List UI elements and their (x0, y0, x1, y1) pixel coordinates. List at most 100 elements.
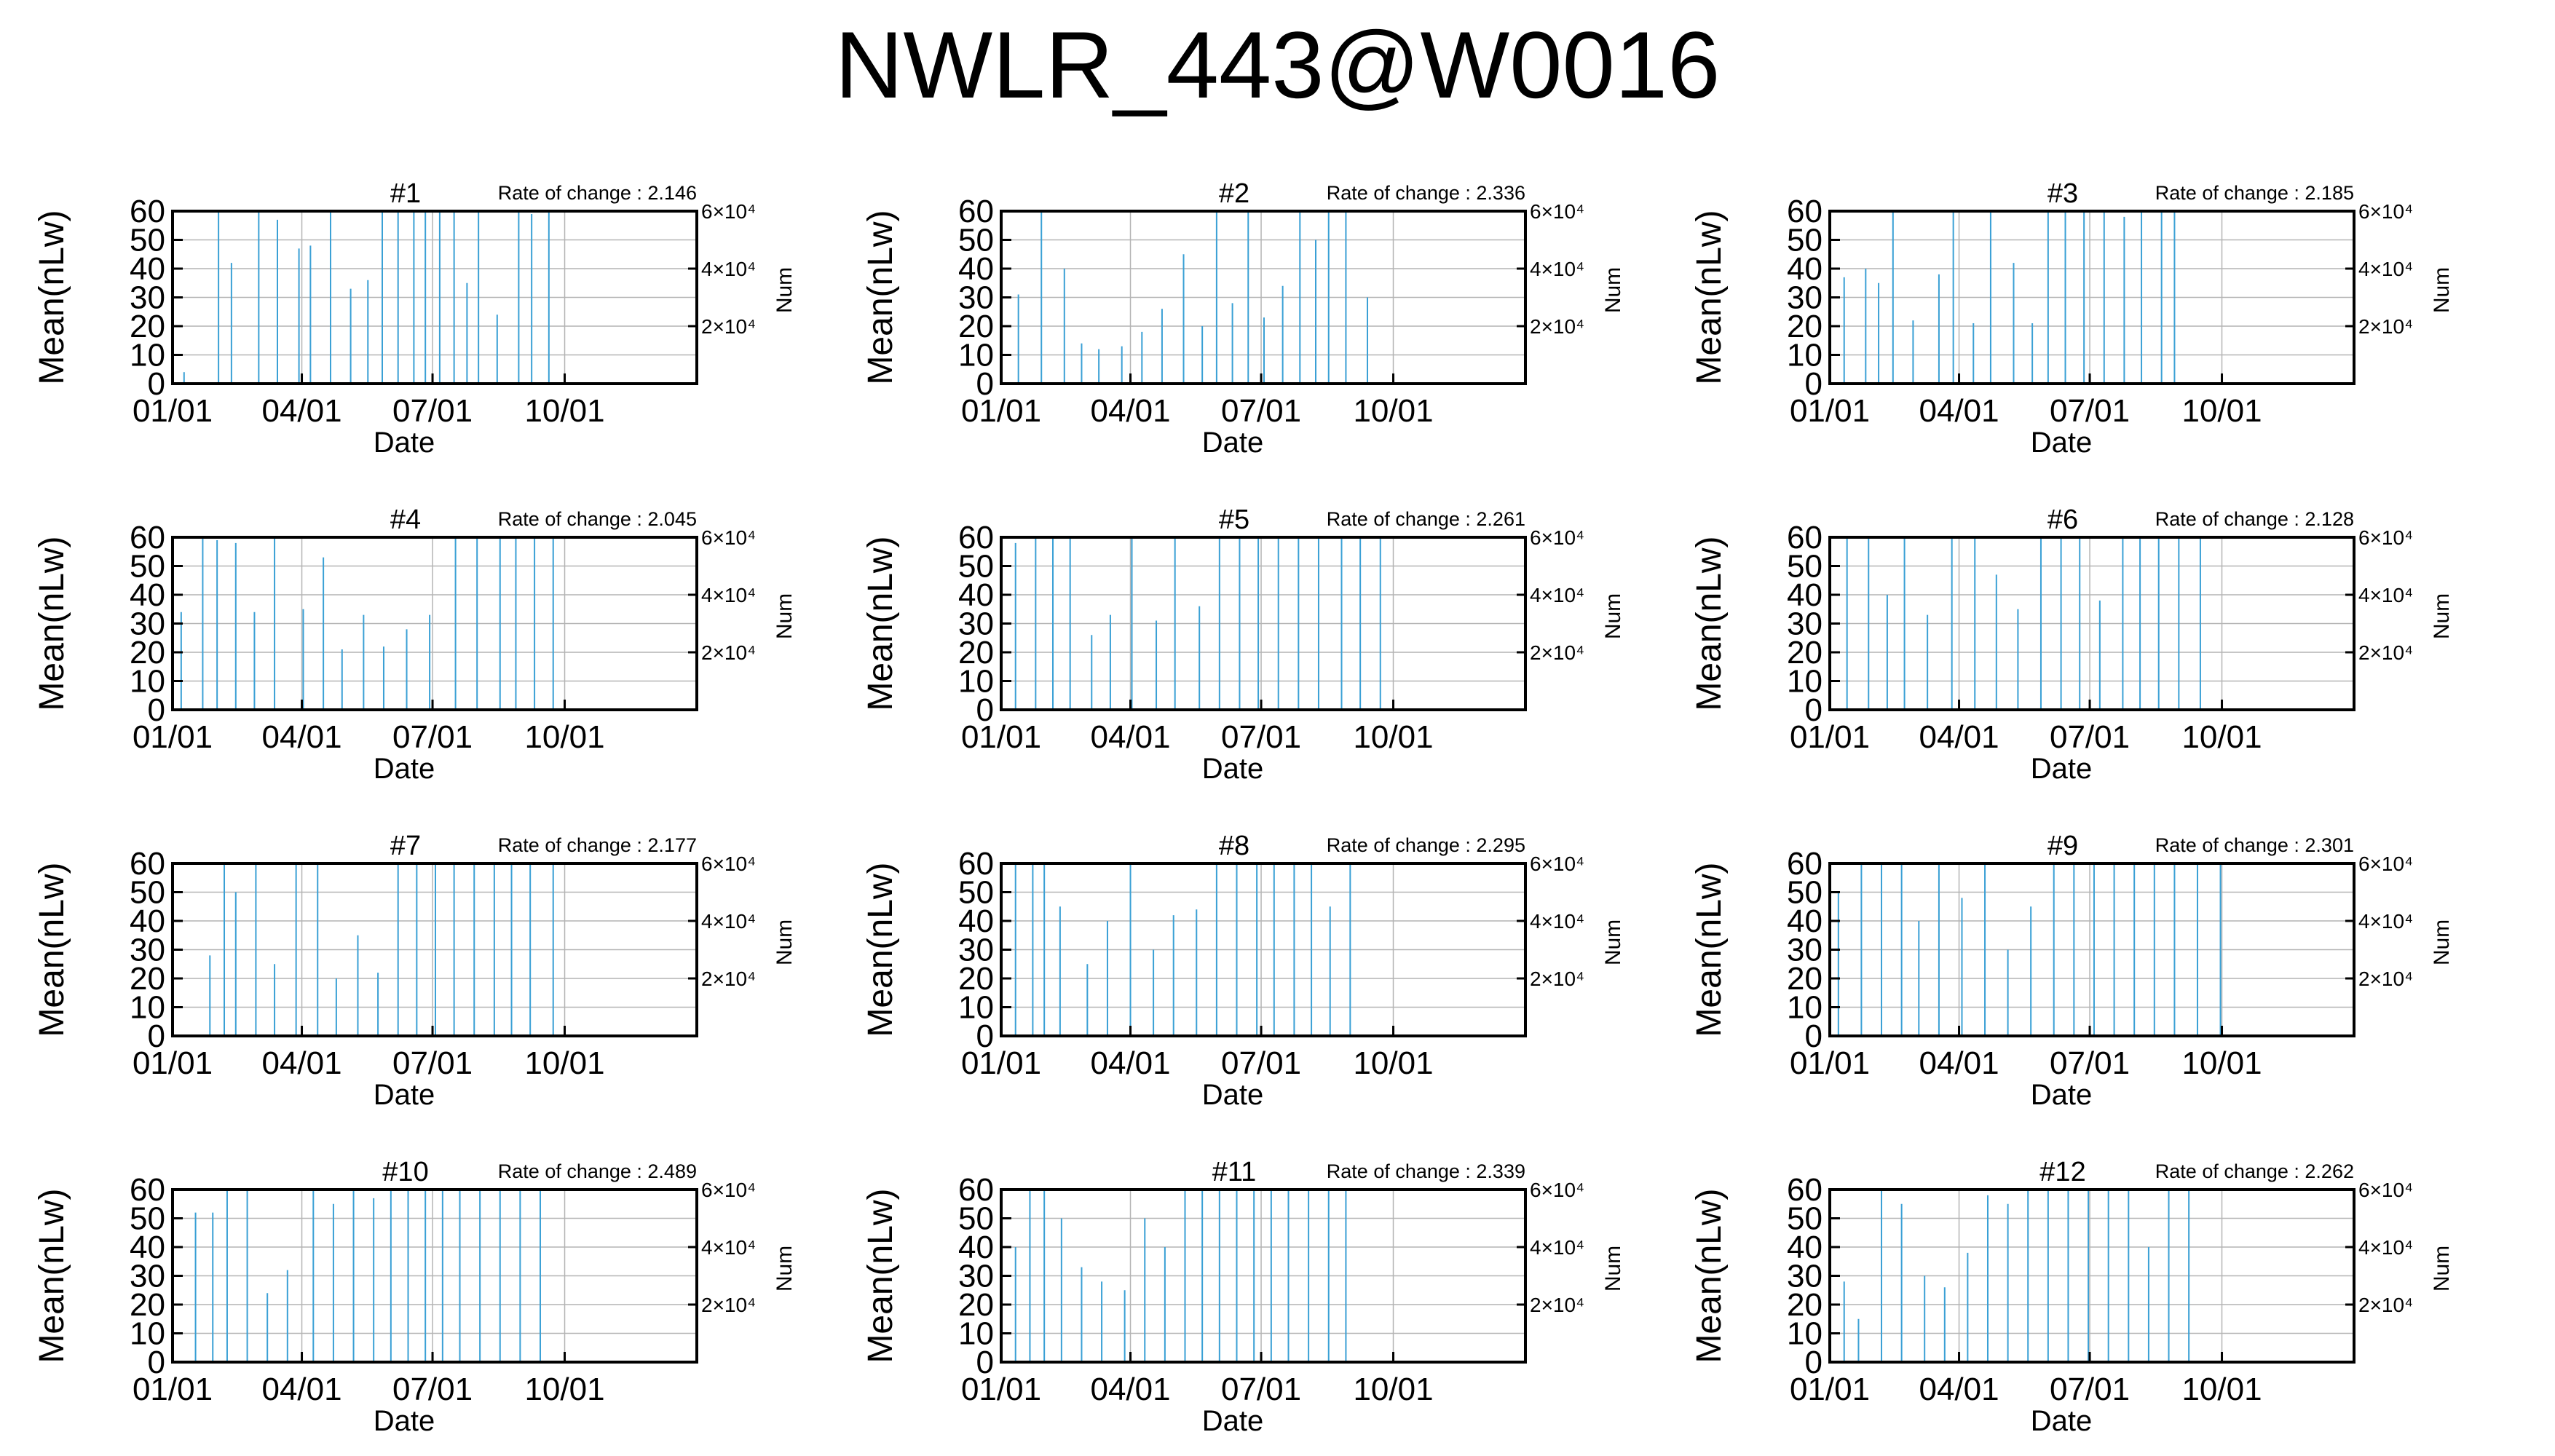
y-tick-label: 60 (1787, 194, 1823, 229)
y-tick-label: 60 (130, 846, 165, 882)
y-tick-label: 0 (976, 1345, 994, 1380)
y-tick-label: 20 (1787, 961, 1823, 997)
y-tick-label: 10 (958, 990, 994, 1026)
y-tick-label: 50 (1787, 1201, 1823, 1237)
x-tick-label: 04/01 (1090, 1045, 1170, 1081)
x-tick-label: 01/01 (1790, 1045, 1870, 1081)
y-tick-label: 10 (958, 664, 994, 700)
y2-tick-label: 2×10⁴ (2358, 315, 2413, 338)
x-tick-label: 04/01 (261, 1372, 341, 1407)
rate-of-change-label: Rate of change : 2.128 (2155, 508, 2354, 530)
y-tick-label: 0 (976, 1018, 994, 1054)
y2-tick-label: 2×10⁴ (2358, 1294, 2413, 1316)
x-tick-label: 07/01 (392, 719, 473, 755)
rate-of-change-label: Rate of change : 2.489 (498, 1160, 697, 1182)
y2-tick-label: 6×10⁴ (1530, 1179, 1584, 1201)
y2-tick-label: 6×10⁴ (2358, 200, 2413, 223)
x-tick-label: 07/01 (392, 1045, 473, 1081)
x-axis-label: Date (374, 1405, 435, 1437)
y-tick-label: 60 (130, 520, 165, 555)
x-tick-label: 01/01 (961, 1045, 1041, 1081)
y2-tick-label: 4×10⁴ (701, 910, 756, 933)
y-tick-label: 10 (1787, 990, 1823, 1026)
y2-tick-label: 2×10⁴ (1530, 641, 1584, 664)
rate-of-change-label: Rate of change : 2.185 (2155, 182, 2354, 204)
x-tick-label: 10/01 (524, 1372, 604, 1407)
y-tick-label: 50 (1787, 875, 1823, 911)
rate-of-change-label: Rate of change : 2.261 (1327, 508, 1525, 530)
x-tick-label: 07/01 (392, 1372, 473, 1407)
subplot-title: #9 (2047, 831, 2078, 861)
x-tick-label: 10/01 (2181, 1045, 2262, 1081)
y2-axis-label: Num (1601, 593, 1625, 639)
y-tick-label: 50 (1787, 223, 1823, 258)
y-tick-label: 10 (1787, 1316, 1823, 1352)
y2-tick-label: 4×10⁴ (1530, 258, 1584, 280)
y-axis-label: Mean(nLw) (33, 210, 71, 384)
subplot-title: #10 (382, 1157, 428, 1187)
y2-tick-label: 4×10⁴ (2358, 584, 2413, 606)
rate-of-change-label: Rate of change : 2.339 (1327, 1160, 1525, 1182)
y-axis-label: Mean(nLw) (861, 862, 900, 1037)
rate-of-change-label: Rate of change : 2.295 (1327, 834, 1525, 856)
y-tick-label: 40 (1787, 577, 1823, 613)
y-tick-label: 40 (1787, 1230, 1823, 1265)
y-tick-label: 10 (130, 664, 165, 700)
rate-of-change-label: Rate of change : 2.301 (2155, 834, 2354, 856)
y-tick-label: 20 (130, 309, 165, 344)
rate-of-change-label: Rate of change : 2.336 (1327, 182, 1525, 204)
y2-tick-label: 2×10⁴ (701, 641, 756, 664)
y2-tick-label: 4×10⁴ (1530, 910, 1584, 933)
y2-axis-label: Num (1601, 919, 1625, 965)
y-tick-label: 50 (1787, 549, 1823, 585)
subplot-title: #2 (1219, 178, 1249, 209)
x-axis-label: Date (1202, 1405, 1264, 1437)
x-tick-label: 04/01 (1090, 393, 1170, 429)
y-tick-label: 40 (958, 903, 994, 939)
x-axis-label: Date (374, 1079, 435, 1111)
y-tick-label: 50 (130, 875, 165, 911)
x-tick-label: 01/01 (961, 1372, 1041, 1407)
y-tick-label: 60 (958, 520, 994, 555)
x-tick-label: 10/01 (2181, 719, 2262, 755)
y-tick-label: 10 (958, 1316, 994, 1352)
y2-tick-label: 6×10⁴ (1530, 200, 1584, 223)
x-axis-label: Date (374, 427, 435, 459)
y-tick-label: 20 (1787, 1287, 1823, 1323)
x-tick-label: 10/01 (1353, 719, 1433, 755)
x-axis-label: Date (2031, 1079, 2093, 1111)
y-tick-label: 40 (130, 1230, 165, 1265)
x-tick-label: 07/01 (1221, 1045, 1301, 1081)
y2-tick-label: 4×10⁴ (1530, 584, 1584, 606)
y-axis-label: Mean(nLw) (33, 862, 71, 1037)
x-tick-label: 10/01 (1353, 1372, 1433, 1407)
x-tick-label: 04/01 (1090, 719, 1170, 755)
y2-axis-label: Num (773, 267, 797, 313)
y2-tick-label: 6×10⁴ (2358, 852, 2413, 875)
subplot-title: #4 (390, 505, 421, 535)
subplot-title: #3 (2047, 178, 2078, 209)
y-tick-label: 0 (148, 1345, 165, 1380)
rate-of-change-label: Rate of change : 2.177 (498, 834, 697, 856)
rate-of-change-label: Rate of change : 2.262 (2155, 1160, 2354, 1182)
x-tick-label: 04/01 (1919, 1045, 1999, 1081)
x-tick-label: 04/01 (261, 719, 341, 755)
y-tick-label: 0 (148, 692, 165, 728)
y-axis-label: Mean(nLw) (861, 210, 900, 384)
y-tick-label: 60 (958, 1172, 994, 1208)
y-tick-label: 20 (1787, 309, 1823, 344)
y2-axis-label: Num (773, 1246, 797, 1291)
y-tick-label: 50 (958, 223, 994, 258)
y-axis-label: Mean(nLw) (1690, 536, 1729, 711)
y2-tick-label: 6×10⁴ (2358, 526, 2413, 549)
y2-tick-label: 4×10⁴ (1530, 1236, 1584, 1259)
y2-tick-label: 6×10⁴ (701, 852, 756, 875)
y-tick-label: 50 (958, 1201, 994, 1237)
x-tick-label: 10/01 (524, 393, 604, 429)
y-tick-label: 60 (1787, 1172, 1823, 1208)
